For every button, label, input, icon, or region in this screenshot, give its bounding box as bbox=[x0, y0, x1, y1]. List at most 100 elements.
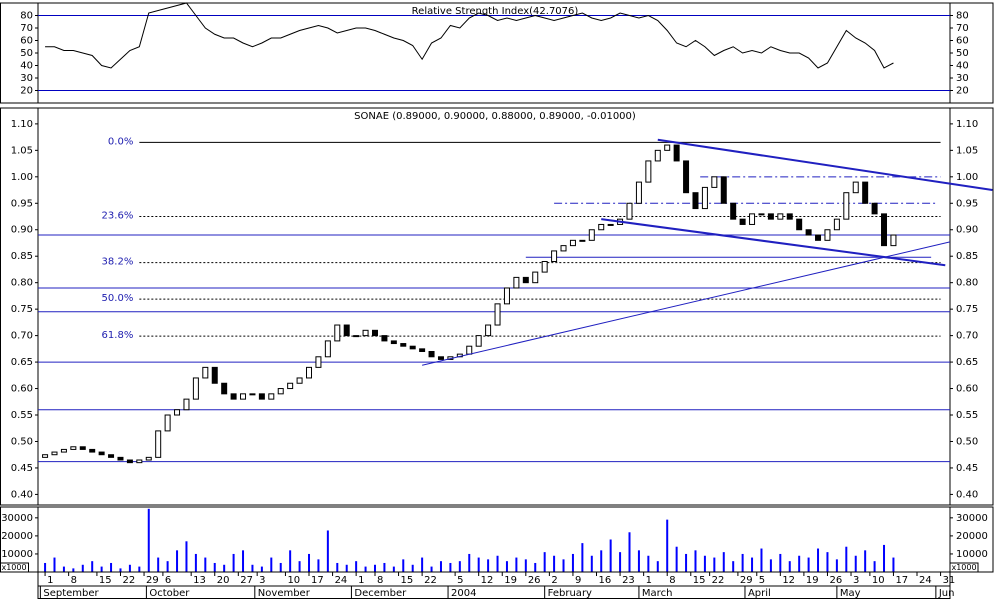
volume-bar bbox=[110, 562, 113, 572]
x-tick-label: 16 bbox=[599, 575, 612, 586]
candle bbox=[315, 356, 322, 368]
volume-bar bbox=[128, 564, 131, 572]
volume-bar bbox=[373, 564, 376, 572]
candle bbox=[720, 176, 727, 204]
x-tick-label: 8 bbox=[71, 575, 77, 586]
y-tick-label: 0.60 bbox=[956, 384, 978, 395]
volume-bar bbox=[289, 550, 292, 572]
candle bbox=[89, 448, 96, 453]
panel-frame bbox=[37, 107, 951, 506]
x-tick-label: 8 bbox=[669, 575, 675, 586]
x-tick-label: 5 bbox=[759, 575, 765, 586]
candle bbox=[654, 149, 661, 162]
x-tick-label: 15 bbox=[401, 575, 414, 586]
volume-bar bbox=[383, 562, 386, 572]
candle bbox=[786, 213, 793, 220]
x-tick-label: 2 bbox=[551, 575, 557, 586]
x-tick-label: 10 bbox=[287, 575, 300, 586]
volume-bar bbox=[119, 568, 122, 572]
candle bbox=[607, 223, 614, 226]
y-tick-label: 60 bbox=[956, 36, 969, 47]
candle bbox=[126, 459, 133, 464]
volume-bar bbox=[468, 553, 471, 572]
y-tick-label: 0.95 bbox=[11, 198, 33, 209]
volume-bar bbox=[204, 557, 207, 572]
candle bbox=[343, 324, 350, 337]
y-tick-label: 1.05 bbox=[11, 145, 33, 156]
volume-bar bbox=[411, 564, 414, 572]
candle bbox=[428, 350, 435, 358]
y-tick-label: 0.40 bbox=[11, 489, 33, 500]
volume-bar bbox=[741, 553, 744, 572]
candle bbox=[683, 160, 690, 194]
y-tick-label: 0.80 bbox=[11, 278, 33, 289]
candle bbox=[758, 213, 765, 216]
volume-bar bbox=[835, 559, 838, 572]
candle bbox=[437, 356, 444, 360]
trend-line bbox=[601, 218, 946, 267]
x-tick-label: 22 bbox=[712, 575, 725, 586]
volume-bar bbox=[185, 541, 188, 572]
x-tick-label: 24 bbox=[335, 575, 348, 586]
candle bbox=[108, 454, 115, 458]
volume-bar bbox=[826, 552, 829, 572]
x-tick-label: 23 bbox=[622, 575, 635, 586]
x-tick-label: 6 bbox=[165, 575, 171, 586]
y-tick-label: 0.55 bbox=[956, 410, 978, 421]
rsi-line bbox=[45, 2, 894, 69]
volume-bar bbox=[760, 548, 763, 572]
candle bbox=[598, 223, 605, 231]
x-tick-label: 3 bbox=[853, 575, 859, 586]
candle bbox=[230, 393, 237, 400]
candle bbox=[174, 409, 181, 416]
y-tick-label: 0.40 bbox=[956, 489, 978, 500]
volume-bar bbox=[364, 566, 367, 572]
volume-bar bbox=[590, 555, 593, 572]
volume-bar bbox=[392, 566, 395, 572]
x-tick-label: 17 bbox=[895, 575, 908, 586]
y-tick-label: 0.50 bbox=[956, 436, 978, 447]
panel-frame bbox=[37, 506, 951, 573]
candle bbox=[862, 181, 869, 204]
volume-bar bbox=[53, 557, 56, 572]
candle bbox=[739, 218, 746, 225]
candle bbox=[796, 218, 803, 231]
candle bbox=[532, 271, 539, 284]
volume-bar bbox=[487, 559, 490, 572]
x-tick-label: 29 bbox=[146, 575, 159, 586]
volume-bar bbox=[854, 555, 857, 572]
y-tick-label: 1.00 bbox=[11, 172, 33, 183]
x-tick-label: 19 bbox=[504, 575, 517, 586]
month-label: May bbox=[840, 588, 861, 599]
y-tick-label: 80 bbox=[20, 11, 33, 22]
unit-box bbox=[949, 562, 979, 573]
y-tick-label: 10000 bbox=[1, 549, 33, 560]
candle bbox=[852, 181, 859, 194]
volume-bar bbox=[685, 553, 688, 572]
panel-title: SONAE (0.89000, 0.90000, 0.88000, 0.8900… bbox=[354, 111, 636, 122]
candle bbox=[701, 186, 708, 210]
volume-bar bbox=[458, 561, 461, 572]
volume-bar bbox=[722, 552, 725, 572]
x-tick-label: 24 bbox=[919, 575, 932, 586]
y-tick-label: 40 bbox=[956, 61, 969, 72]
volume-bar bbox=[647, 555, 650, 572]
candle bbox=[871, 202, 878, 215]
volume-bar bbox=[864, 550, 867, 572]
candle bbox=[541, 261, 548, 273]
volume-bar bbox=[769, 559, 772, 572]
fib-label: 23.6% bbox=[102, 211, 134, 222]
volume-bar bbox=[138, 566, 141, 572]
candle bbox=[42, 454, 49, 458]
fib-label: 50.0% bbox=[102, 293, 134, 304]
volume-bar bbox=[81, 564, 84, 572]
volume-bar bbox=[619, 552, 622, 572]
volume-bar bbox=[232, 553, 235, 572]
volume-bar bbox=[194, 553, 197, 572]
volume-bar bbox=[807, 557, 810, 572]
volume-bar bbox=[581, 543, 584, 572]
trend-line bbox=[422, 241, 951, 366]
volume-bar bbox=[298, 561, 301, 572]
candle bbox=[334, 324, 341, 342]
volume-bar bbox=[505, 561, 508, 572]
